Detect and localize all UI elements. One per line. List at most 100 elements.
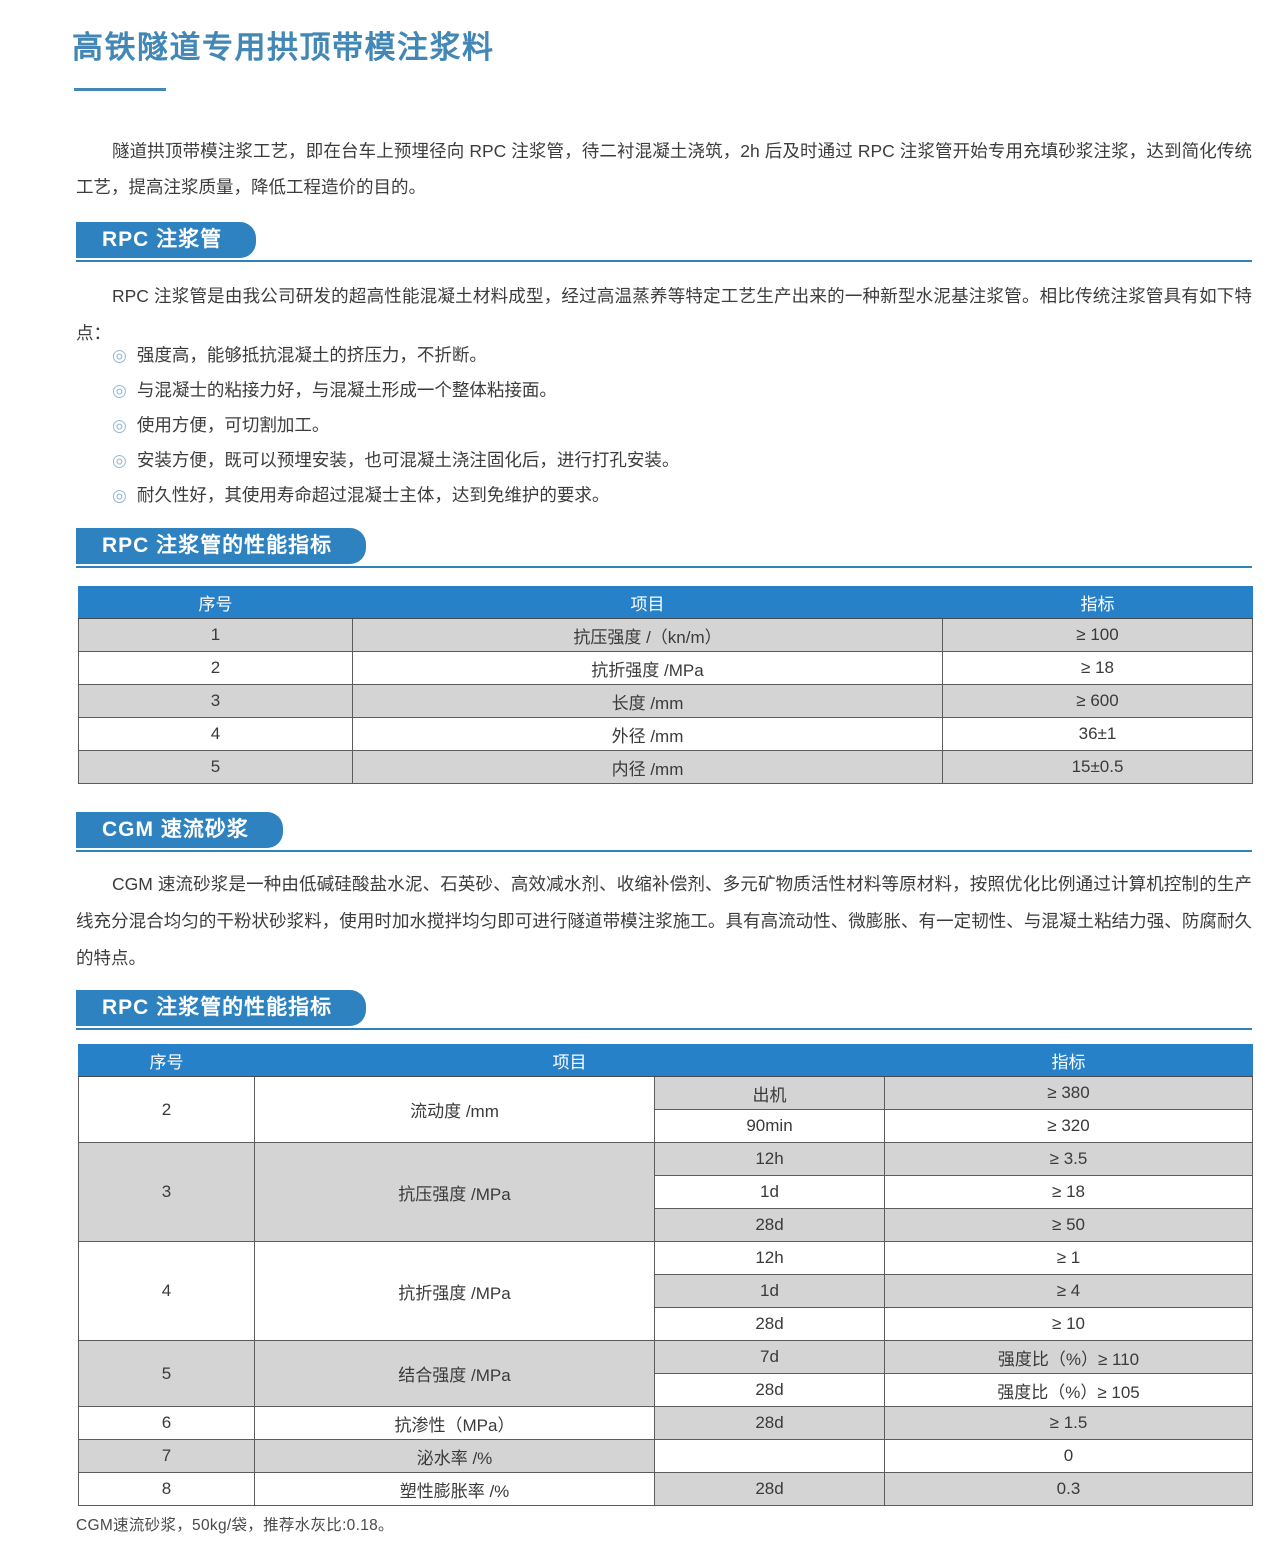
- cell-value: 强度比（%）≥ 105: [884, 1373, 1253, 1407]
- cell-no: 6: [78, 1406, 255, 1440]
- cell-value: 0.3: [884, 1472, 1253, 1506]
- cell-no: 8: [78, 1472, 255, 1506]
- cell-condition: 12h: [654, 1142, 885, 1176]
- cell-condition: 28d: [654, 1472, 885, 1506]
- section-badge-label-rpc: RPC 注浆管: [76, 222, 257, 258]
- cell-value: 强度比（%）≥ 110: [884, 1340, 1253, 1374]
- cell-condition: 出机: [654, 1076, 885, 1110]
- table-row: 4 外径 /mm 36±1: [78, 717, 1253, 751]
- section-header-cgm: CGM 速流砂浆: [76, 812, 1252, 852]
- cell-condition: 90min: [654, 1109, 885, 1143]
- rpc-spec-table-body: 1 抗压强度 /（kn/m） ≥ 100 2 抗折强度 /MPa ≥ 18 3 长度 /mm ≥…: [78, 618, 1253, 784]
- title-underline-rule: [74, 88, 166, 91]
- list-item: ◎ 与混凝士的粘接力好，与混凝土形成一个整体粘接面。: [112, 373, 1252, 408]
- table-row: 8 塑性膨胀率 /% 28d 0.3: [78, 1472, 1253, 1506]
- table-row: 3 长度 /mm ≥ 600: [78, 684, 1253, 718]
- col-header-value: 指标: [942, 586, 1253, 619]
- col-header-item: 项目: [254, 1044, 885, 1077]
- cell-no: 3: [78, 684, 353, 718]
- table-row: 3 抗压强度 /MPa 12h ≥ 3.5: [78, 1142, 1253, 1242]
- cell-no: 2: [78, 1076, 255, 1143]
- table-row: 28d ≥ 10: [79, 1307, 1253, 1341]
- section-underline-rpc: [76, 260, 1252, 262]
- cell-no: 5: [78, 1340, 255, 1407]
- list-item: ◎ 耐久性好，其使用寿命超过混凝士主体，达到免维护的要求。: [112, 478, 1252, 513]
- cell-condition: 28d: [654, 1406, 885, 1440]
- cell-value: ≥ 380: [884, 1076, 1253, 1110]
- cell-value: 0: [884, 1439, 1253, 1473]
- cell-item: 泌水率 /%: [254, 1439, 655, 1473]
- cell-condition: 1d: [654, 1175, 885, 1209]
- footer-note: CGM速流砂浆，50kg/袋，推荐水灰比:0.18。: [76, 1517, 394, 1534]
- cell-condition: [654, 1439, 885, 1473]
- cell-condition: 7d: [654, 1340, 885, 1374]
- cell-no: 4: [78, 1241, 255, 1341]
- cgm-spec-table-body: 2 流动度 /mm 出机 ≥ 380 90min ≥ 320 3 抗压强度 /MPa 12h ≥ …: [78, 1076, 1253, 1506]
- table-row: 2 抗折强度 /MPa ≥ 18: [78, 651, 1253, 685]
- table-header-row: 序号 项目 指标: [78, 586, 1253, 619]
- col-header-no: 序号: [78, 586, 353, 619]
- cell-no: 1: [78, 618, 353, 652]
- cell-value: ≥ 18: [884, 1175, 1253, 1209]
- list-item-label: 强度高，能够抵抗混凝土的挤压力，不折断。: [136, 345, 487, 365]
- page-title: 高铁隧道专用拱顶带模注浆料: [72, 30, 495, 65]
- list-item-label: 与混凝士的粘接力好，与混凝土形成一个整体粘接面。: [136, 380, 557, 400]
- col-header-no: 序号: [78, 1044, 255, 1077]
- cell-no: 4: [78, 717, 353, 751]
- cell-item: 内径 /mm: [352, 750, 943, 784]
- cell-item: 抗压强度 /MPa: [254, 1142, 655, 1242]
- table-row: 2 流动度 /mm 出机 ≥ 380: [78, 1076, 1253, 1143]
- list-item: ◎ 强度高，能够抵抗混凝土的挤压力，不折断。: [112, 338, 1252, 373]
- section-header-rpc: RPC 注浆管: [76, 222, 1252, 262]
- double-circle-bullet-icon: ◎: [112, 451, 127, 470]
- cell-item: 塑性膨胀率 /%: [254, 1472, 655, 1506]
- section-badge-label-rpc-spec: RPC 注浆管的性能指标: [76, 528, 367, 564]
- cell-item: 抗渗性（MPa）: [254, 1406, 655, 1440]
- table-row: 28d 强度比（%）≥ 105: [79, 1373, 1253, 1407]
- rpc-spec-table: 序号 项目 指标 1 抗压强度 /（kn/m） ≥ 100 2 抗折强度 /MPa ≥ 1…: [78, 586, 1253, 784]
- section-underline-cgm: [76, 850, 1252, 852]
- cell-value: ≥ 3.5: [884, 1142, 1253, 1176]
- cell-value: ≥ 4: [884, 1274, 1253, 1308]
- table-row: 5 内径 /mm 15±0.5: [78, 750, 1253, 784]
- cell-value: ≥ 600: [942, 684, 1253, 718]
- double-circle-bullet-icon: ◎: [112, 346, 127, 365]
- table-row: 28d ≥ 50: [79, 1208, 1253, 1242]
- cgm-spec-table: 序号 项目 指标 2 流动度 /mm 出机 ≥ 380 90min ≥ 320 3 抗压强度 …: [78, 1044, 1253, 1506]
- rpc-feature-list: ◎ 强度高，能够抵抗混凝土的挤压力，不折断。 ◎ 与混凝士的粘接力好，与混凝土形…: [112, 338, 1252, 513]
- table-row: 1d ≥ 18: [79, 1175, 1253, 1209]
- section-underline-rpc-spec: [76, 566, 1252, 568]
- cgm-description-paragraph: CGM 速流砂浆是一种由低碱硅酸盐水泥、石英砂、高效减水剂、收缩补偿剂、多元矿物…: [76, 874, 1252, 968]
- list-item: ◎ 使用方便，可切割加工。: [112, 408, 1252, 443]
- col-header-item: 项目: [352, 586, 943, 619]
- table-row: 6 抗渗性（MPa） 28d ≥ 1.5: [78, 1406, 1253, 1440]
- col-header-value: 指标: [884, 1044, 1253, 1077]
- section-badge-label-cgm: CGM 速流砂浆: [76, 812, 283, 848]
- double-circle-bullet-icon: ◎: [112, 381, 127, 400]
- cell-condition: 1d: [654, 1274, 885, 1308]
- cell-item: 抗折强度 /MPa: [352, 651, 943, 685]
- cell-item: 外径 /mm: [352, 717, 943, 751]
- cell-no: 2: [78, 651, 353, 685]
- cell-item: 长度 /mm: [352, 684, 943, 718]
- cell-no: 7: [78, 1439, 255, 1473]
- cell-condition: 12h: [654, 1241, 885, 1275]
- cell-value: 36±1: [942, 717, 1253, 751]
- cell-value: ≥ 1: [884, 1241, 1253, 1275]
- cell-item: 抗压强度 /（kn/m）: [352, 618, 943, 652]
- section-underline-cgm-spec: [76, 1028, 1252, 1030]
- cell-value: ≥ 18: [942, 651, 1253, 685]
- cell-item: 结合强度 /MPa: [254, 1340, 655, 1407]
- cell-condition: 28d: [654, 1307, 885, 1341]
- double-circle-bullet-icon: ◎: [112, 486, 127, 505]
- intro-paragraph: 隧道拱顶带模注浆工艺，即在台车上预埋径向 RPC 注浆管，待二衬混凝土浇筑，2h…: [76, 141, 1252, 197]
- cell-value: ≥ 1.5: [884, 1406, 1253, 1440]
- section-header-rpc-spec: RPC 注浆管的性能指标: [76, 528, 1252, 568]
- cell-condition: 28d: [654, 1373, 885, 1407]
- cell-condition: 28d: [654, 1208, 885, 1242]
- cell-value: ≥ 320: [884, 1109, 1253, 1143]
- cell-no: 3: [78, 1142, 255, 1242]
- table-row: 1 抗压强度 /（kn/m） ≥ 100: [78, 618, 1253, 652]
- section-header-cgm-spec: RPC 注浆管的性能指标: [76, 990, 1252, 1030]
